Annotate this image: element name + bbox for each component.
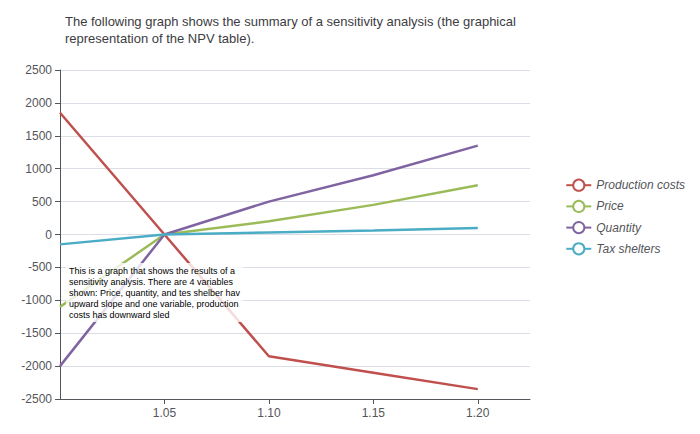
svg-text:-500: -500 <box>28 260 52 274</box>
svg-text:500: 500 <box>32 195 52 209</box>
svg-text:1.20: 1.20 <box>466 406 490 420</box>
svg-text:sensitivity analysis. There ar: sensitivity analysis. There are 4 variab… <box>69 277 233 287</box>
svg-text:Production costs: Production costs <box>596 178 685 192</box>
svg-text:shown: Price, quantity, and te: shown: Price, quantity, and tes shelber … <box>69 288 240 298</box>
svg-text:-2500: -2500 <box>21 392 52 406</box>
svg-text:1.15: 1.15 <box>362 406 386 420</box>
svg-text:representation of the NPV tabl: representation of the NPV table). <box>65 31 254 46</box>
svg-text:-2000: -2000 <box>21 359 52 373</box>
svg-text:2000: 2000 <box>25 96 52 110</box>
svg-text:upward slope and one variable,: upward slope and one variable, productio… <box>69 299 239 309</box>
svg-text:1.10: 1.10 <box>257 406 281 420</box>
svg-text:-1000: -1000 <box>21 293 52 307</box>
svg-text:0: 0 <box>45 228 52 242</box>
svg-text:costs has downward sled: costs has downward sled <box>69 310 170 320</box>
svg-text:1.05: 1.05 <box>153 406 177 420</box>
svg-text:1000: 1000 <box>25 162 52 176</box>
svg-text:Quantity: Quantity <box>596 221 642 235</box>
svg-text:This is a graph that shows the: This is a graph that shows the results o… <box>69 266 235 276</box>
svg-text:-1500: -1500 <box>21 326 52 340</box>
svg-text:Tax shelters: Tax shelters <box>596 242 660 256</box>
svg-text:1500: 1500 <box>25 129 52 143</box>
svg-text:Price: Price <box>596 199 624 213</box>
svg-text:2500: 2500 <box>25 63 52 77</box>
svg-text:The following graph shows the: The following graph shows the summary of… <box>65 14 516 29</box>
